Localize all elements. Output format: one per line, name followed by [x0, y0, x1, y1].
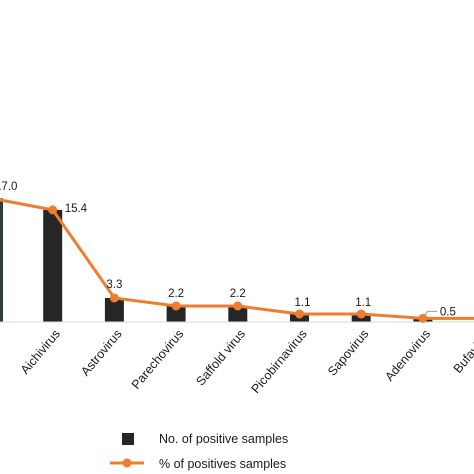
- legend-line-marker: [122, 458, 132, 468]
- line-marker: [48, 205, 58, 215]
- legend-bar-label: No. of positive samples: [159, 432, 288, 446]
- line-marker: [233, 301, 243, 311]
- data-label: 0.5: [440, 306, 456, 318]
- category-label: Aichivirus: [18, 327, 63, 377]
- line-marker: [171, 301, 181, 311]
- series-line: [0, 198, 474, 320]
- bar: [43, 209, 63, 322]
- data-label: 1.1: [355, 297, 371, 309]
- callout-leader: [422, 310, 437, 317]
- data-label: 3.3: [106, 279, 122, 291]
- data-label: 17.0: [0, 181, 17, 193]
- bar: [166, 305, 186, 322]
- category-label: Sapovirus: [325, 327, 371, 379]
- bars-layer: [0, 198, 433, 322]
- bar: [228, 305, 248, 322]
- category-label: Picobirnavirus: [249, 327, 310, 396]
- category-label: Bufavirus: [451, 327, 474, 376]
- category-label: Saffold virus: [193, 327, 248, 389]
- legend: No. of positive samples % of positives s…: [110, 432, 288, 471]
- line-layer: 17.0 15.4 3.3 2.2 2.2 1.1 1.1 0.5: [0, 181, 474, 323]
- line-marker: [418, 313, 428, 323]
- legend-bar-swatch: [122, 433, 134, 445]
- category-labels: Aichivirus Astrovirus Parechovirus Saffold …: [18, 327, 474, 396]
- data-label: 1.1: [295, 297, 311, 309]
- category-label: Parechovirus: [129, 327, 187, 392]
- data-label: 15.4: [65, 203, 88, 215]
- legend-line-label: % of positives samples: [159, 457, 286, 471]
- line-marker: [356, 309, 366, 319]
- line-marker: [109, 293, 119, 303]
- bar: [0, 198, 3, 322]
- category-label: Astrovirus: [78, 327, 124, 379]
- category-label: Adenovirus: [382, 327, 433, 384]
- data-label: 2.2: [168, 288, 184, 300]
- line-marker: [295, 309, 304, 319]
- data-label: 2.2: [230, 288, 246, 300]
- bar: [104, 297, 124, 322]
